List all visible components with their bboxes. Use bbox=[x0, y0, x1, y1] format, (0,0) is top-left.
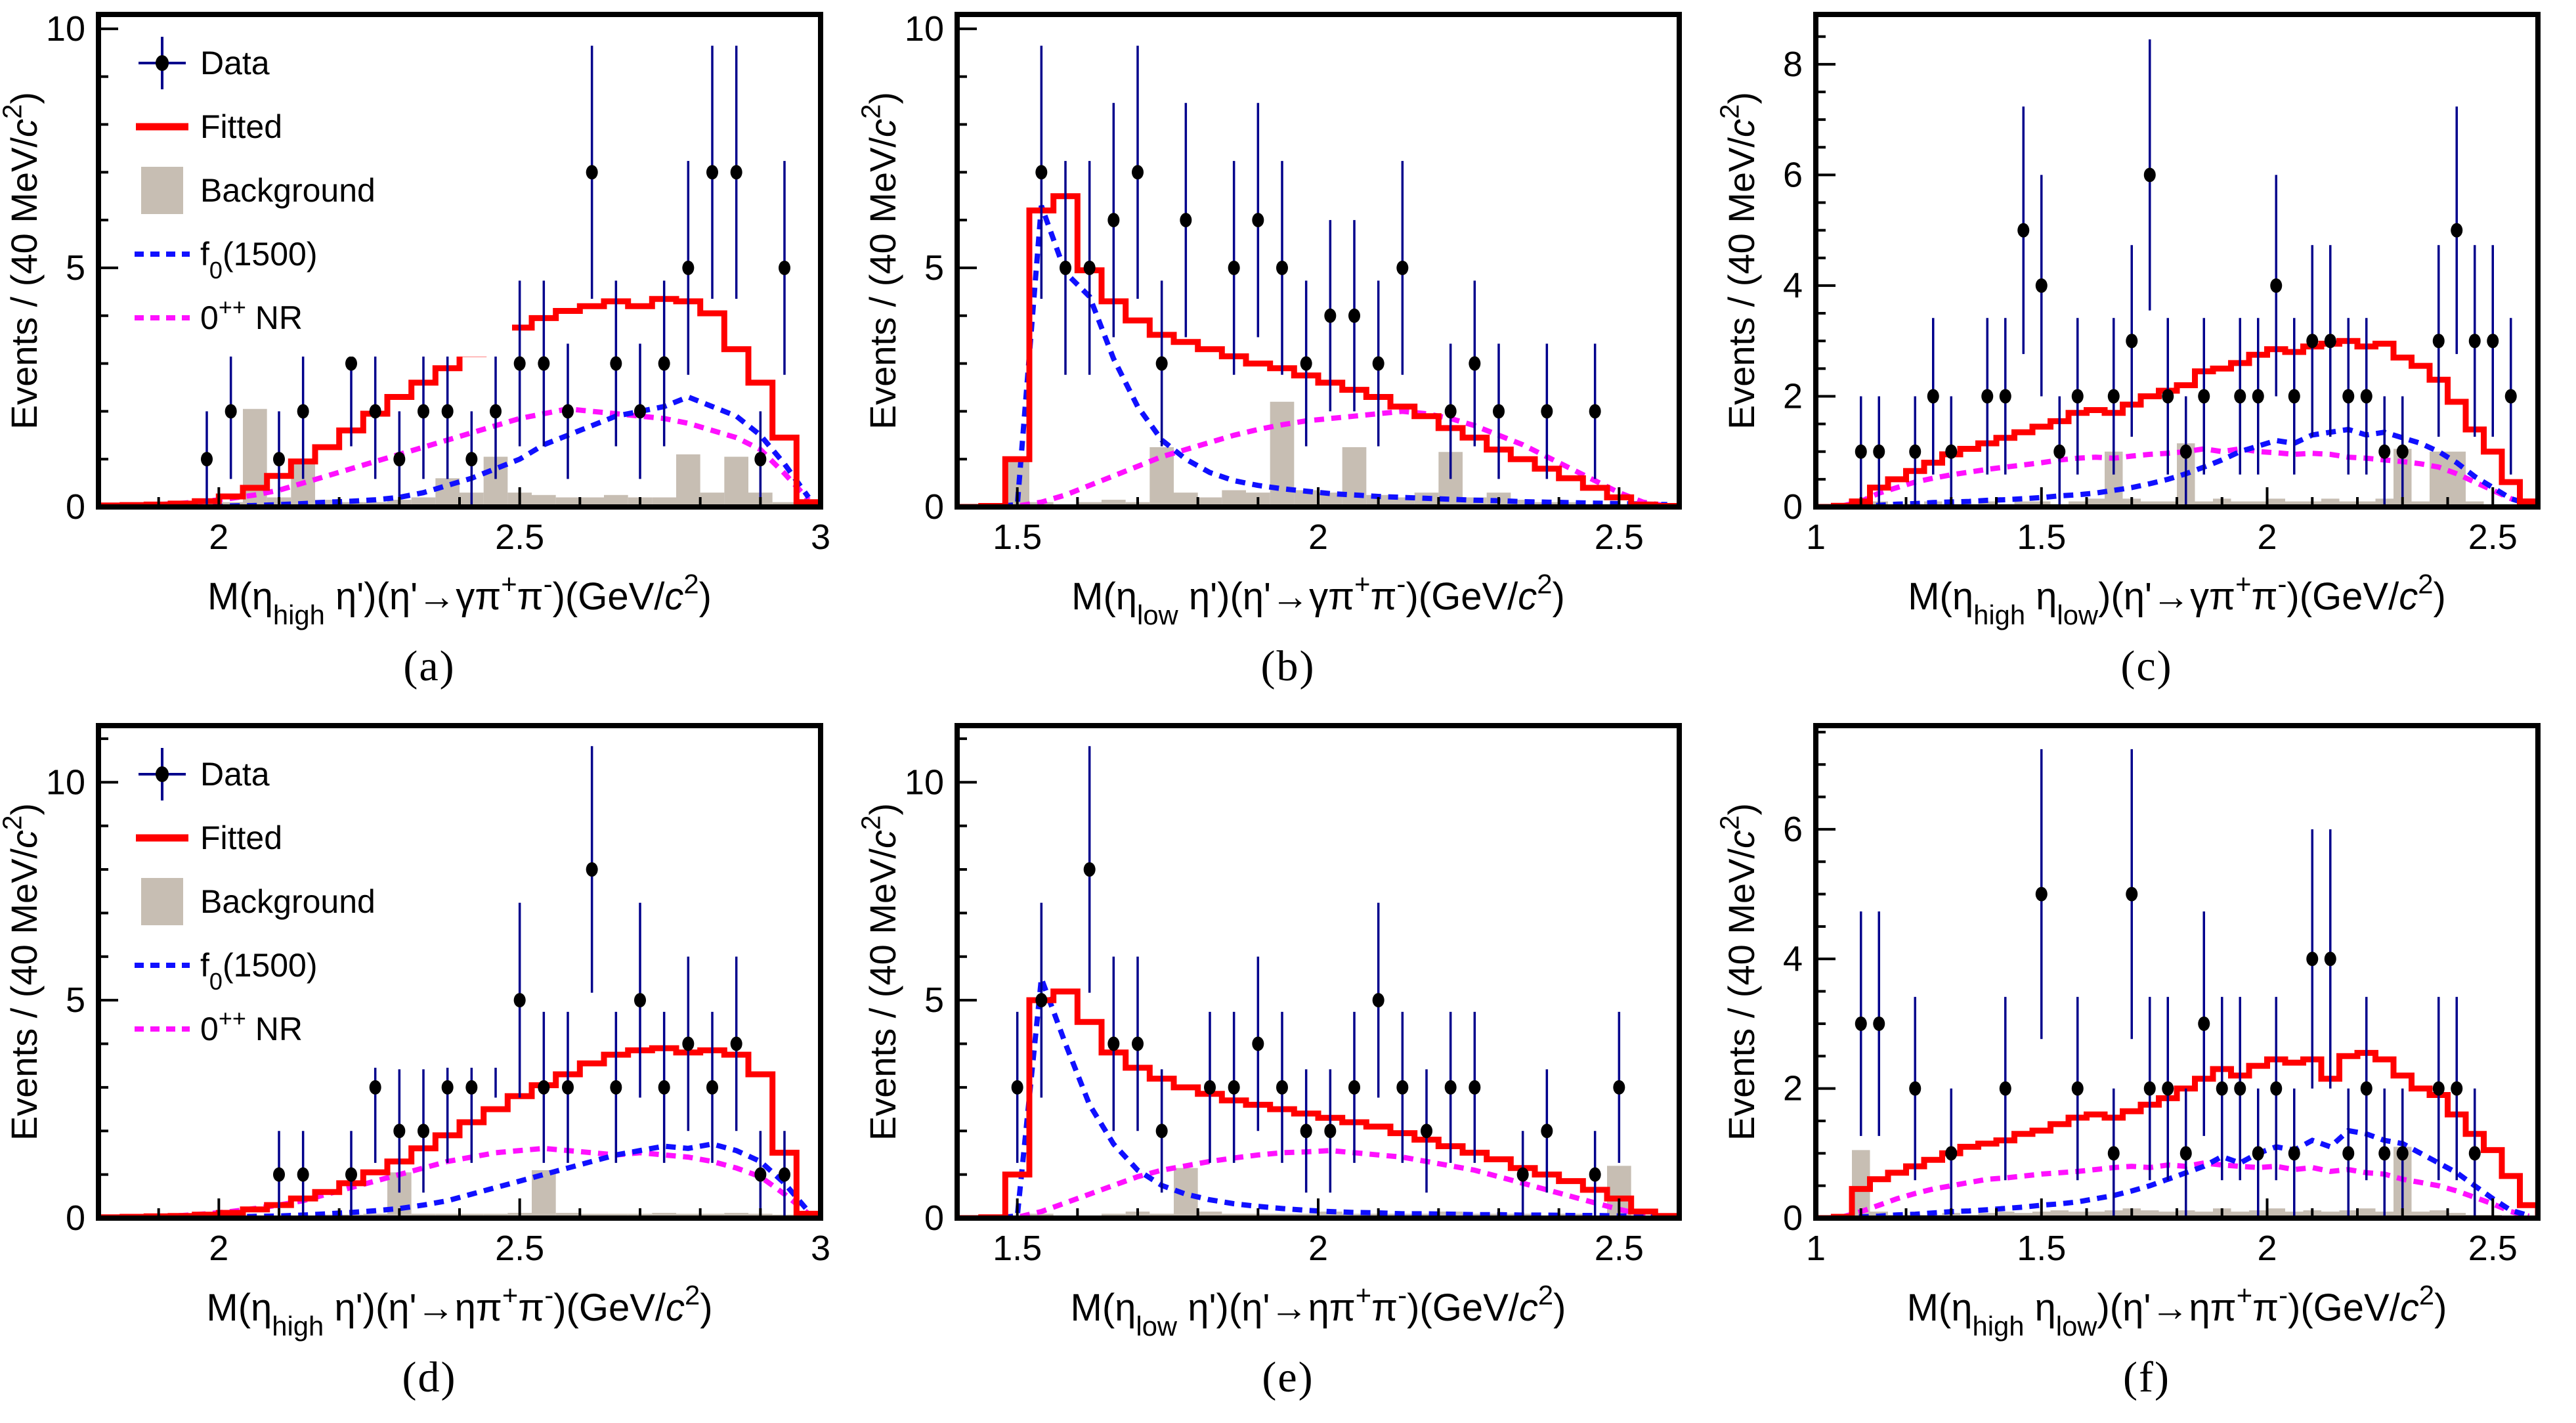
svg-text:10: 10 bbox=[905, 9, 944, 49]
svg-text:0++ NR: 0++ NR bbox=[200, 294, 303, 336]
svg-text:6: 6 bbox=[1783, 810, 1803, 849]
panel-f: 1 1.5 2 2.5 0 2 4 6 Events / (40 MeV/c2) M(ηhigh … bbox=[1717, 711, 2576, 1422]
svg-text:2: 2 bbox=[209, 1229, 228, 1268]
svg-text:10: 10 bbox=[46, 9, 85, 49]
svg-text:Events / (40 MeV/c2): Events / (40 MeV/c2) bbox=[859, 92, 903, 429]
svg-text:f0(1500): f0(1500) bbox=[200, 236, 317, 284]
svg-text:4: 4 bbox=[1783, 939, 1803, 978]
svg-text:5: 5 bbox=[924, 980, 944, 1020]
panel-e: 1.5 2 2.5 0 5 10 Events / (40 MeV/c2) M(ηlow η'… bbox=[859, 711, 1717, 1422]
svg-text:0: 0 bbox=[1783, 487, 1803, 527]
svg-text:0: 0 bbox=[66, 487, 85, 527]
svg-text:2.5: 2.5 bbox=[2468, 1229, 2518, 1268]
svg-text:10: 10 bbox=[46, 762, 85, 802]
caption-c: (c) bbox=[2120, 642, 2173, 690]
svg-text:Fitted: Fitted bbox=[200, 108, 282, 145]
svg-text:1.5: 1.5 bbox=[2017, 517, 2066, 557]
svg-text:Events / (40 MeV/c2): Events / (40 MeV/c2) bbox=[1717, 803, 1762, 1141]
svg-text:2.5: 2.5 bbox=[2468, 517, 2518, 557]
svg-text:0: 0 bbox=[1783, 1198, 1803, 1238]
svg-text:1.5: 1.5 bbox=[993, 1229, 1042, 1268]
svg-text:f0(1500): f0(1500) bbox=[200, 947, 317, 995]
svg-text:2: 2 bbox=[1783, 1069, 1803, 1108]
svg-text:2: 2 bbox=[2257, 1229, 2277, 1268]
svg-text:Background: Background bbox=[200, 883, 376, 920]
svg-text:4: 4 bbox=[1783, 266, 1803, 305]
svg-text:2: 2 bbox=[209, 517, 228, 557]
plot-panel-f: 1 1.5 2 2.5 0 2 4 6 Events / (40 MeV/c2) M(ηhigh … bbox=[1717, 723, 2541, 1342]
plot-panel-c: 1 1.5 2 2.5 0 2 4 6 8 Events / (40 MeV/c2) M(ηhigh… bbox=[1717, 12, 2541, 631]
svg-text:5: 5 bbox=[66, 248, 85, 288]
svg-text:Background: Background bbox=[200, 172, 376, 209]
svg-text:2.5: 2.5 bbox=[1595, 517, 1644, 557]
panel-c: 1 1.5 2 2.5 0 2 4 6 8 Events / (40 MeV/c2) M(ηhigh… bbox=[1717, 0, 2576, 711]
svg-text:2: 2 bbox=[1308, 517, 1328, 557]
svg-text:Events / (40 MeV/c2): Events / (40 MeV/c2) bbox=[1717, 92, 1762, 429]
svg-text:M(ηlow η')(η'→ηπ+π-)(GeV/c2): M(ηlow η')(η'→ηπ+π-)(GeV/c2) bbox=[1071, 1280, 1566, 1342]
svg-text:Events / (40 MeV/c2): Events / (40 MeV/c2) bbox=[0, 803, 45, 1141]
caption-f: (f) bbox=[2123, 1353, 2170, 1401]
svg-text:5: 5 bbox=[924, 248, 944, 288]
svg-text:0: 0 bbox=[66, 1198, 85, 1238]
svg-text:6: 6 bbox=[1783, 155, 1803, 194]
svg-text:M(ηhigh ηlow)(η'→γπ+π-)(GeV/c2: M(ηhigh ηlow)(η'→γπ+π-)(GeV/c2) bbox=[1908, 569, 2446, 631]
svg-text:2: 2 bbox=[2257, 517, 2277, 557]
svg-text:1: 1 bbox=[1806, 1229, 1826, 1268]
panel-d: 2 2.5 3 0 5 10 Events / (40 MeV/c2) M(ηhigh η')… bbox=[0, 711, 859, 1422]
svg-text:10: 10 bbox=[905, 762, 944, 802]
svg-text:2.5: 2.5 bbox=[1595, 1229, 1644, 1268]
svg-text:1.5: 1.5 bbox=[993, 517, 1042, 557]
svg-text:2: 2 bbox=[1783, 376, 1803, 416]
panel-b: 1.5 2 2.5 0 5 10 Events / (40 MeV/c2) M(ηlow η'… bbox=[859, 0, 1717, 711]
svg-text:M(ηhigh η')(η'→ηπ+π-)(GeV/c2): M(ηhigh η')(η'→ηπ+π-)(GeV/c2) bbox=[206, 1280, 712, 1342]
svg-text:1: 1 bbox=[1806, 517, 1826, 557]
svg-text:8: 8 bbox=[1783, 45, 1803, 84]
svg-text:0: 0 bbox=[924, 1198, 944, 1238]
caption-a: (a) bbox=[403, 642, 456, 690]
plot-panel-b: 1.5 2 2.5 0 5 10 Events / (40 MeV/c2) M(ηlow η'… bbox=[859, 9, 1682, 631]
svg-text:Data: Data bbox=[200, 756, 270, 793]
svg-text:3: 3 bbox=[811, 1229, 830, 1268]
svg-text:Data: Data bbox=[200, 45, 270, 81]
svg-text:Fitted: Fitted bbox=[200, 820, 282, 856]
svg-text:0++ NR: 0++ NR bbox=[200, 1005, 303, 1047]
svg-text:2.5: 2.5 bbox=[495, 1229, 544, 1268]
caption-d: (d) bbox=[402, 1353, 457, 1401]
svg-text:M(ηhigh η')(η'→γπ+π-)(GeV/c2): M(ηhigh η')(η'→γπ+π-)(GeV/c2) bbox=[207, 569, 712, 631]
svg-text:1.5: 1.5 bbox=[2017, 1229, 2066, 1268]
svg-text:M(ηlow η')(η'→γπ+π-)(GeV/c2): M(ηlow η')(η'→γπ+π-)(GeV/c2) bbox=[1071, 569, 1565, 631]
svg-text:3: 3 bbox=[811, 517, 830, 557]
svg-text:Events / (40 MeV/c2): Events / (40 MeV/c2) bbox=[859, 803, 903, 1141]
svg-text:5: 5 bbox=[66, 980, 85, 1020]
svg-text:2.5: 2.5 bbox=[495, 517, 544, 557]
svg-text:0: 0 bbox=[924, 487, 944, 527]
caption-b: (b) bbox=[1260, 642, 1316, 690]
svg-text:Events / (40 MeV/c2): Events / (40 MeV/c2) bbox=[0, 92, 45, 429]
svg-text:2: 2 bbox=[1308, 1229, 1328, 1268]
panel-a: 2 2.5 3 0 5 10 Events / (40 MeV/c2) M(ηhigh η')… bbox=[0, 0, 859, 711]
caption-e: (e) bbox=[1262, 1353, 1314, 1401]
svg-text:M(ηhigh ηlow)(η'→ηπ+π-)(GeV/c2: M(ηhigh ηlow)(η'→ηπ+π-)(GeV/c2) bbox=[1907, 1280, 2447, 1342]
plot-panel-a: 2 2.5 3 0 5 10 Events / (40 MeV/c2) M(ηhigh η')… bbox=[0, 9, 830, 631]
